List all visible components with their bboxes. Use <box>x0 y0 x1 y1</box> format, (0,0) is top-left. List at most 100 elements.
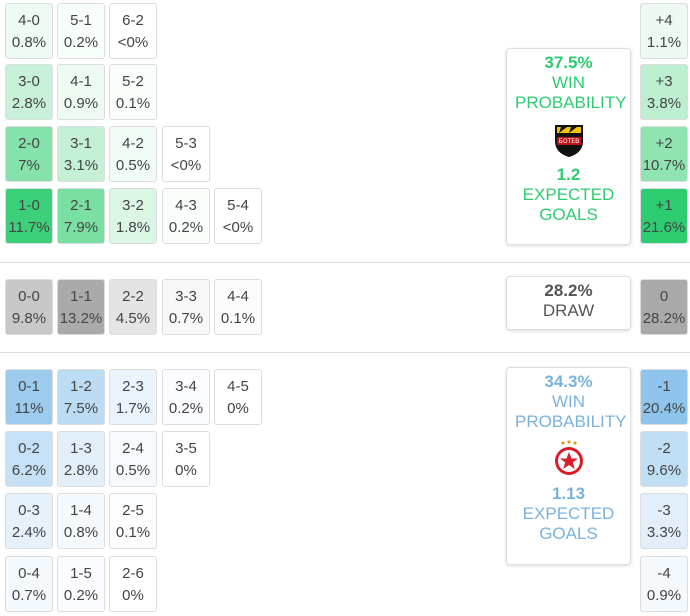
goal-diff: -2 <box>657 440 671 457</box>
probability: 0.8% <box>11 34 47 51</box>
score: 4-0 <box>18 12 40 29</box>
divider <box>0 352 690 353</box>
probability: 7.5% <box>63 400 99 417</box>
probability: 7% <box>18 157 40 174</box>
probability: 0.2% <box>63 587 99 604</box>
score: 4-1 <box>70 73 92 90</box>
score: 5-3 <box>175 135 197 152</box>
score-cell: 0-2 6.2% <box>5 431 53 487</box>
probability: 3.8% <box>646 95 682 112</box>
probability: 20.4% <box>642 400 686 417</box>
score: 3-1 <box>70 135 92 152</box>
probability: 3.1% <box>63 157 99 174</box>
score: 3-4 <box>175 378 197 395</box>
draw-label: DRAW <box>542 301 595 320</box>
score: 1-5 <box>70 565 92 582</box>
probability: 1.8% <box>115 219 151 236</box>
probability: 21.6% <box>642 219 686 236</box>
probability: 0% <box>227 400 249 417</box>
score-cell: 5-1 0.2% <box>57 3 105 59</box>
probability: 0.9% <box>646 587 682 604</box>
score-cell: 5-3 <0% <box>162 126 210 182</box>
score-cell: 4-4 0.1% <box>214 279 262 335</box>
win-label: WIN PROBABILITY <box>515 73 627 112</box>
score-cell: 4-2 0.5% <box>109 126 157 182</box>
score: 4-2 <box>122 135 144 152</box>
score: 4-4 <box>227 288 249 305</box>
score: 1-4 <box>70 502 92 519</box>
goal-diff-cell: +4 1.1% <box>640 3 688 59</box>
goal-diff: +1 <box>655 197 673 214</box>
goal-diff-cell: -4 0.9% <box>640 556 688 612</box>
score: 1-1 <box>70 288 92 305</box>
probability: 10.7% <box>642 157 686 174</box>
score-cell: 3-5 0% <box>162 431 210 487</box>
probability: 0.1% <box>220 310 256 327</box>
goal-diff: -3 <box>657 502 671 519</box>
xg: 1.13 <box>551 484 586 503</box>
summary-box: 34.3% WIN PROBABILITY 1.13 EXPECTED GOALS <box>506 367 631 565</box>
score-cell: 0-4 0.7% <box>5 556 53 612</box>
score-cell: 1-4 0.8% <box>57 493 105 549</box>
goal-diff-cell: -3 3.3% <box>640 493 688 549</box>
draw-pct: 28.2% <box>544 281 593 300</box>
probability: 2.4% <box>11 524 47 541</box>
goal-diff-cell: +3 3.8% <box>640 64 688 120</box>
probability: 4.5% <box>115 310 151 327</box>
goal-diff: -1 <box>657 378 671 395</box>
goal-diff: -4 <box>657 565 671 582</box>
probability: 7.9% <box>63 219 99 236</box>
score: 5-4 <box>227 197 249 214</box>
probability: 0.1% <box>115 95 151 112</box>
score-cell: 1-0 11.7% <box>5 188 53 244</box>
score-cell: 6-2 <0% <box>109 3 157 59</box>
score: 0-3 <box>18 502 40 519</box>
probability: 0.7% <box>168 310 204 327</box>
probability: 0.5% <box>115 462 151 479</box>
win-pct: 34.3% <box>544 372 593 391</box>
score: 0-0 <box>18 288 40 305</box>
score-cell: 1-3 2.8% <box>57 431 105 487</box>
score: 3-5 <box>175 440 197 457</box>
probability: 9.6% <box>646 462 682 479</box>
goal-diff-cell: 0 28.2% <box>640 279 688 335</box>
score: 2-3 <box>122 378 144 395</box>
goal-diff-cell: +2 10.7% <box>640 126 688 182</box>
probability: 3.3% <box>646 524 682 541</box>
goal-diff-cell: -2 9.6% <box>640 431 688 487</box>
score-cell: 2-4 0.5% <box>109 431 157 487</box>
score: 5-2 <box>122 73 144 90</box>
probability: 0.2% <box>168 219 204 236</box>
score-cell: 3-1 3.1% <box>57 126 105 182</box>
probability: 0.7% <box>11 587 47 604</box>
score: 1-2 <box>70 378 92 395</box>
probability: 0.1% <box>115 524 151 541</box>
score: 3-3 <box>175 288 197 305</box>
probability: 11% <box>14 400 44 417</box>
win-label: WIN PROBABILITY <box>515 392 627 431</box>
score-cell: 1-2 7.5% <box>57 369 105 425</box>
score-cell: 3-0 2.8% <box>5 64 53 120</box>
probability: 9.8% <box>11 310 47 327</box>
score: 0-4 <box>18 565 40 582</box>
score-cell: 5-2 0.1% <box>109 64 157 120</box>
divider <box>0 262 690 263</box>
summary-box: 28.2% DRAW <box>506 276 631 330</box>
score: 2-1 <box>70 197 92 214</box>
score: 6-2 <box>122 12 144 29</box>
score: 3-2 <box>122 197 144 214</box>
score: 2-4 <box>122 440 144 457</box>
score-cell: 0-0 9.8% <box>5 279 53 335</box>
score-cell: 4-1 0.9% <box>57 64 105 120</box>
probability: <0% <box>170 157 202 174</box>
score-cell: 4-5 0% <box>214 369 262 425</box>
probability: 0% <box>175 462 197 479</box>
summary-box: 37.5% WIN PROBABILITY БОТЕВ 1.2 EXPECTED GOA… <box>506 48 631 245</box>
goal-diff: +3 <box>655 73 673 90</box>
score: 3-0 <box>18 73 40 90</box>
score-cell: 3-3 0.7% <box>162 279 210 335</box>
score-cell: 1-1 13.2% <box>57 279 105 335</box>
probability: 11.7% <box>8 219 50 236</box>
goal-diff-cell: -1 20.4% <box>640 369 688 425</box>
